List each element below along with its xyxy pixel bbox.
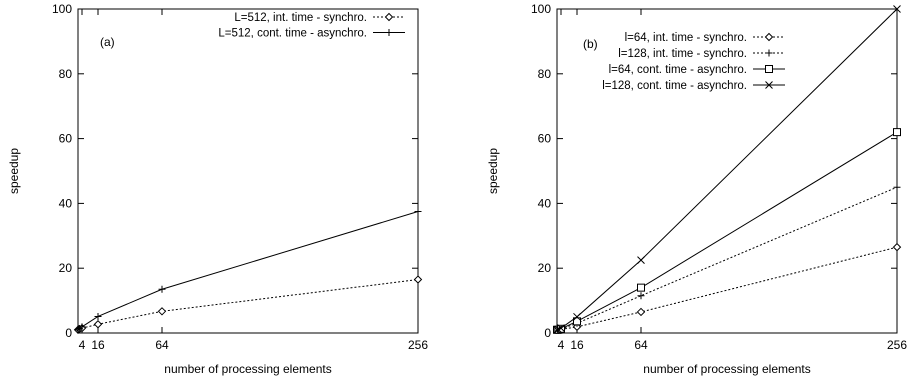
data-point-square bbox=[637, 283, 645, 292]
legend-marker-plus bbox=[385, 29, 393, 36]
legend-label: l=128, cont. time - asynchro. bbox=[602, 80, 747, 92]
data-point-cross bbox=[553, 325, 561, 334]
y-tick-label: 100 bbox=[531, 2, 551, 16]
x-axis-label: number of processing elements bbox=[164, 362, 331, 376]
y-tick-label: 0 bbox=[65, 326, 72, 340]
panel-label: (b) bbox=[583, 37, 598, 51]
legend-label: L=512, cont. time - asynchro. bbox=[218, 28, 367, 40]
x-tick-label: 4 bbox=[79, 338, 86, 352]
x-axis-label: number of processing elements bbox=[643, 362, 810, 376]
x-tick-label: 64 bbox=[634, 338, 648, 352]
y-tick-label: 40 bbox=[59, 196, 73, 210]
plot-frame bbox=[77, 8, 419, 334]
series-0 bbox=[552, 242, 902, 334]
data-point-diamond bbox=[892, 242, 902, 252]
y-tick-label: 80 bbox=[538, 67, 552, 81]
legend-label: L=512, int. time - synchro. bbox=[234, 12, 367, 24]
series-line bbox=[77, 279, 419, 331]
x-tick-label: 64 bbox=[155, 338, 169, 352]
data-point-plus bbox=[158, 285, 166, 293]
data-point-plus bbox=[78, 323, 86, 331]
y-tick-label: 40 bbox=[538, 196, 552, 210]
data-point-square bbox=[573, 317, 581, 326]
x-tick-label: 4 bbox=[558, 338, 565, 352]
legend-label: l=64, int. time - synchro. bbox=[625, 32, 747, 44]
panel-label: (a) bbox=[100, 35, 115, 49]
series-1 bbox=[74, 208, 422, 334]
data-point-diamond bbox=[636, 307, 646, 317]
series-1 bbox=[553, 183, 901, 334]
y-tick-label: 0 bbox=[544, 326, 551, 340]
data-point-diamond bbox=[413, 275, 423, 284]
series-line bbox=[77, 211, 419, 331]
data-point-plus bbox=[637, 292, 645, 300]
y-tick-label: 20 bbox=[59, 261, 73, 275]
data-point-cross bbox=[557, 324, 565, 332]
series-2 bbox=[553, 128, 901, 334]
legend-marker-diamond bbox=[764, 32, 774, 42]
y-tick-label: 60 bbox=[59, 132, 73, 146]
y-tick-label: 20 bbox=[538, 261, 552, 275]
legend-marker-diamond bbox=[384, 12, 394, 22]
data-point-plus bbox=[893, 183, 901, 191]
data-point-diamond bbox=[157, 307, 167, 316]
y-tick-label: 80 bbox=[59, 67, 73, 81]
y-tick-label: 60 bbox=[538, 132, 552, 146]
data-point-cross bbox=[573, 312, 581, 321]
x-tick-label: 256 bbox=[408, 338, 428, 352]
data-point-plus bbox=[94, 312, 102, 320]
data-point-plus bbox=[414, 208, 422, 215]
data-point-cross bbox=[637, 256, 645, 264]
series-line bbox=[557, 131, 898, 331]
y-axis-label: speedup bbox=[7, 148, 21, 194]
legend-label: l=128, int. time - synchro. bbox=[618, 48, 747, 60]
chart-panel-b: 0 20 40 60 80 100 4 16 64 256 number of processing… bbox=[486, 2, 907, 376]
legend-marker-square bbox=[765, 65, 773, 73]
chart-panel-a: 0 20 40 60 80 100 4 16 64 256 number of processing… bbox=[7, 2, 428, 376]
series-3 bbox=[553, 5, 901, 334]
data-point-diamond bbox=[93, 320, 103, 329]
series-line bbox=[557, 186, 898, 331]
y-tick-label: 100 bbox=[52, 2, 72, 16]
plot-frame bbox=[556, 8, 898, 334]
x-tick-label: 16 bbox=[570, 338, 584, 352]
legend-marker-plus bbox=[765, 49, 773, 57]
legend-marker-cross bbox=[765, 81, 773, 89]
y-axis-label: speedup bbox=[486, 148, 500, 194]
x-tick-label: 256 bbox=[887, 338, 907, 352]
data-point-square bbox=[893, 128, 901, 137]
x-tick-label: 16 bbox=[91, 338, 105, 352]
legend-label: l=64, cont. time - asynchro. bbox=[609, 64, 747, 76]
data-point-cross bbox=[893, 5, 901, 13]
data-point-plus bbox=[74, 326, 82, 334]
